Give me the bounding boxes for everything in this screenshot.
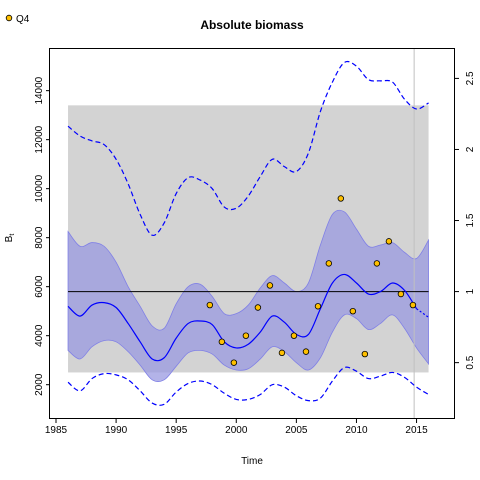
y-tick-label: 4000 — [34, 324, 45, 347]
y-axis-title-main: B — [4, 235, 15, 242]
svg-text:Bt: Bt — [4, 234, 16, 243]
data-point — [218, 338, 226, 346]
y2-tick-label: 1 — [465, 288, 476, 294]
axes: 1985 1990 1995 2000 2005 2010 2015 2000 4000 6000… — [34, 71, 476, 436]
data-point — [397, 290, 405, 298]
legend-label: Q4 — [16, 14, 30, 25]
legend-marker — [5, 14, 13, 22]
y-tick-label: 2000 — [34, 373, 45, 396]
x-axis-title: Time — [241, 456, 263, 467]
data-point — [302, 348, 310, 355]
y-tick-label: 10000 — [34, 174, 45, 202]
y-tick-label: 14000 — [34, 76, 45, 104]
data-point — [254, 304, 262, 311]
y2-tick-label: 0.5 — [465, 355, 476, 369]
x-tick-label: 2000 — [225, 425, 248, 436]
median-line — [67, 273, 418, 362]
x-tick-label: 2015 — [405, 425, 428, 436]
data-point — [314, 303, 322, 310]
median-projection-line — [416, 308, 429, 318]
y-axis-title: Bt — [4, 234, 16, 243]
x-tick-label: 1985 — [45, 425, 68, 436]
data-point — [409, 301, 417, 309]
data-point — [373, 260, 381, 267]
dashed-lower-line — [67, 366, 429, 406]
data-point — [325, 260, 333, 267]
x-tick-label: 2010 — [345, 425, 368, 436]
y-tick-label: 6000 — [34, 275, 45, 298]
data-point — [242, 332, 250, 339]
x-tick-label: 2005 — [285, 425, 308, 436]
y2-tick-label: 2 — [465, 146, 476, 152]
legend: Q4 — [5, 14, 30, 25]
data-point — [349, 307, 357, 315]
plot-frame — [49, 48, 455, 419]
y-tick-label: 8000 — [34, 226, 45, 249]
y-axis-title-subscript: t — [9, 234, 16, 236]
data-point — [385, 238, 393, 245]
y2-tick-label: 2.5 — [465, 71, 476, 85]
y2-tick-label: 1.5 — [465, 213, 476, 227]
plot-area — [67, 49, 429, 419]
data-point — [278, 349, 286, 357]
data-point — [206, 301, 214, 309]
y-tick-label: 12000 — [34, 125, 45, 153]
data-point — [361, 350, 369, 358]
data-point — [266, 282, 274, 289]
data-point — [230, 359, 238, 366]
x-tick-label: 1995 — [165, 425, 188, 436]
chart-title: Absolute biomass — [200, 18, 304, 32]
data-point — [290, 332, 298, 339]
data-point — [337, 195, 345, 202]
confidence-band — [67, 209, 429, 382]
x-tick-label: 1990 — [105, 425, 128, 436]
